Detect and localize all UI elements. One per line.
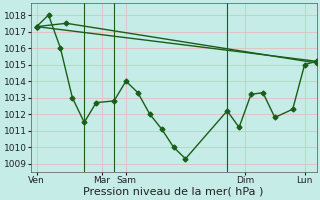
X-axis label: Pression niveau de la mer( hPa ): Pression niveau de la mer( hPa )	[84, 187, 264, 197]
